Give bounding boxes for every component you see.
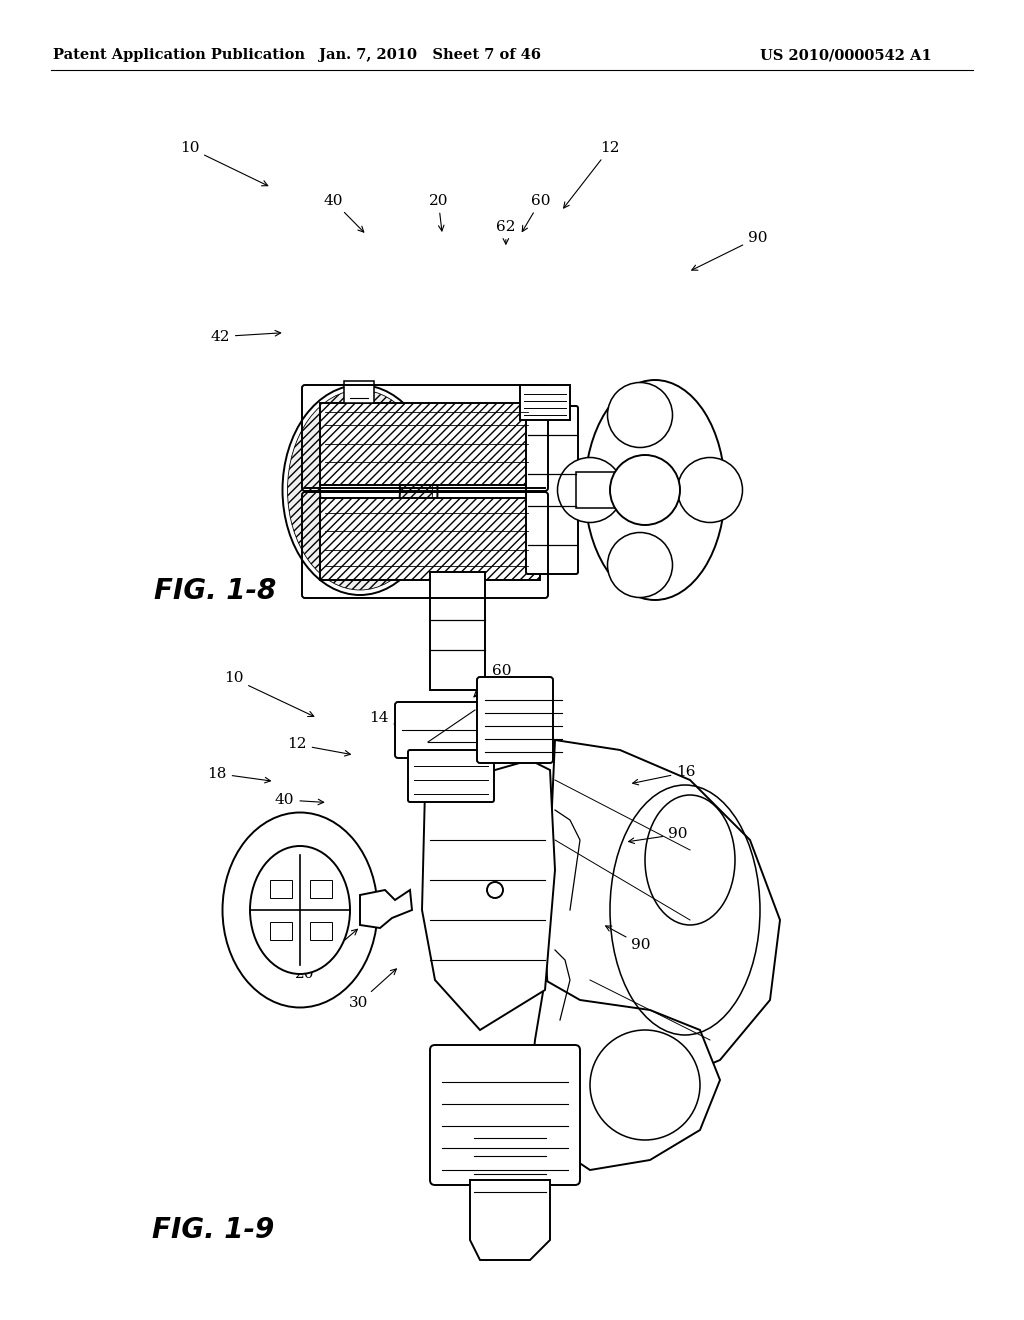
Bar [430, 572, 485, 690]
Text: 12: 12 [563, 141, 621, 209]
FancyBboxPatch shape [526, 407, 578, 574]
Text: 30: 30 [349, 969, 396, 1010]
Text: Jan. 7, 2010   Sheet 7 of 46: Jan. 7, 2010 Sheet 7 of 46 [319, 49, 541, 62]
Text: 90: 90 [692, 231, 768, 271]
Polygon shape [530, 979, 720, 1170]
Text: 90: 90 [629, 828, 688, 843]
Text: Patent Application Publication: Patent Application Publication [53, 49, 305, 62]
Text: 62: 62 [496, 220, 516, 244]
Bar [344, 381, 374, 403]
Bar [270, 880, 292, 898]
Polygon shape [470, 1180, 550, 1261]
Bar [319, 498, 540, 579]
Ellipse shape [585, 380, 725, 601]
Text: 90: 90 [605, 925, 651, 952]
Ellipse shape [250, 846, 350, 974]
Circle shape [487, 882, 503, 898]
Ellipse shape [283, 385, 437, 595]
Text: 20: 20 [295, 929, 357, 981]
Ellipse shape [607, 532, 673, 598]
Text: 60: 60 [474, 664, 512, 697]
Text: FIG. 1-8: FIG. 1-8 [154, 577, 275, 606]
Ellipse shape [607, 383, 673, 447]
FancyBboxPatch shape [408, 750, 494, 803]
Ellipse shape [557, 458, 623, 523]
Bar [520, 385, 570, 420]
Bar [270, 921, 292, 940]
Text: 42: 42 [210, 330, 281, 343]
Text: 18: 18 [208, 767, 270, 783]
Text: 14: 14 [369, 711, 412, 731]
Text: 10: 10 [179, 141, 267, 186]
Text: 40: 40 [323, 194, 364, 232]
Bar [310, 921, 332, 940]
FancyBboxPatch shape [430, 1045, 580, 1185]
Text: FIG. 1-9: FIG. 1-9 [152, 1216, 273, 1245]
Text: 10: 10 [223, 672, 313, 717]
Text: 60: 60 [522, 194, 551, 231]
Polygon shape [360, 890, 412, 928]
Ellipse shape [319, 436, 400, 545]
Ellipse shape [288, 389, 432, 590]
Bar [575, 473, 628, 508]
Ellipse shape [222, 813, 378, 1007]
FancyBboxPatch shape [395, 702, 511, 758]
FancyBboxPatch shape [477, 677, 553, 763]
Bar [319, 403, 540, 484]
Text: 12: 12 [287, 738, 350, 756]
Polygon shape [545, 741, 780, 1090]
Text: US 2010/0000542 A1: US 2010/0000542 A1 [760, 49, 932, 62]
Ellipse shape [678, 458, 742, 523]
Circle shape [610, 455, 680, 525]
Bar [310, 880, 332, 898]
Text: 20: 20 [428, 194, 449, 231]
Text: 40: 40 [274, 793, 324, 807]
Text: 16: 16 [633, 766, 696, 785]
Polygon shape [422, 760, 555, 1030]
